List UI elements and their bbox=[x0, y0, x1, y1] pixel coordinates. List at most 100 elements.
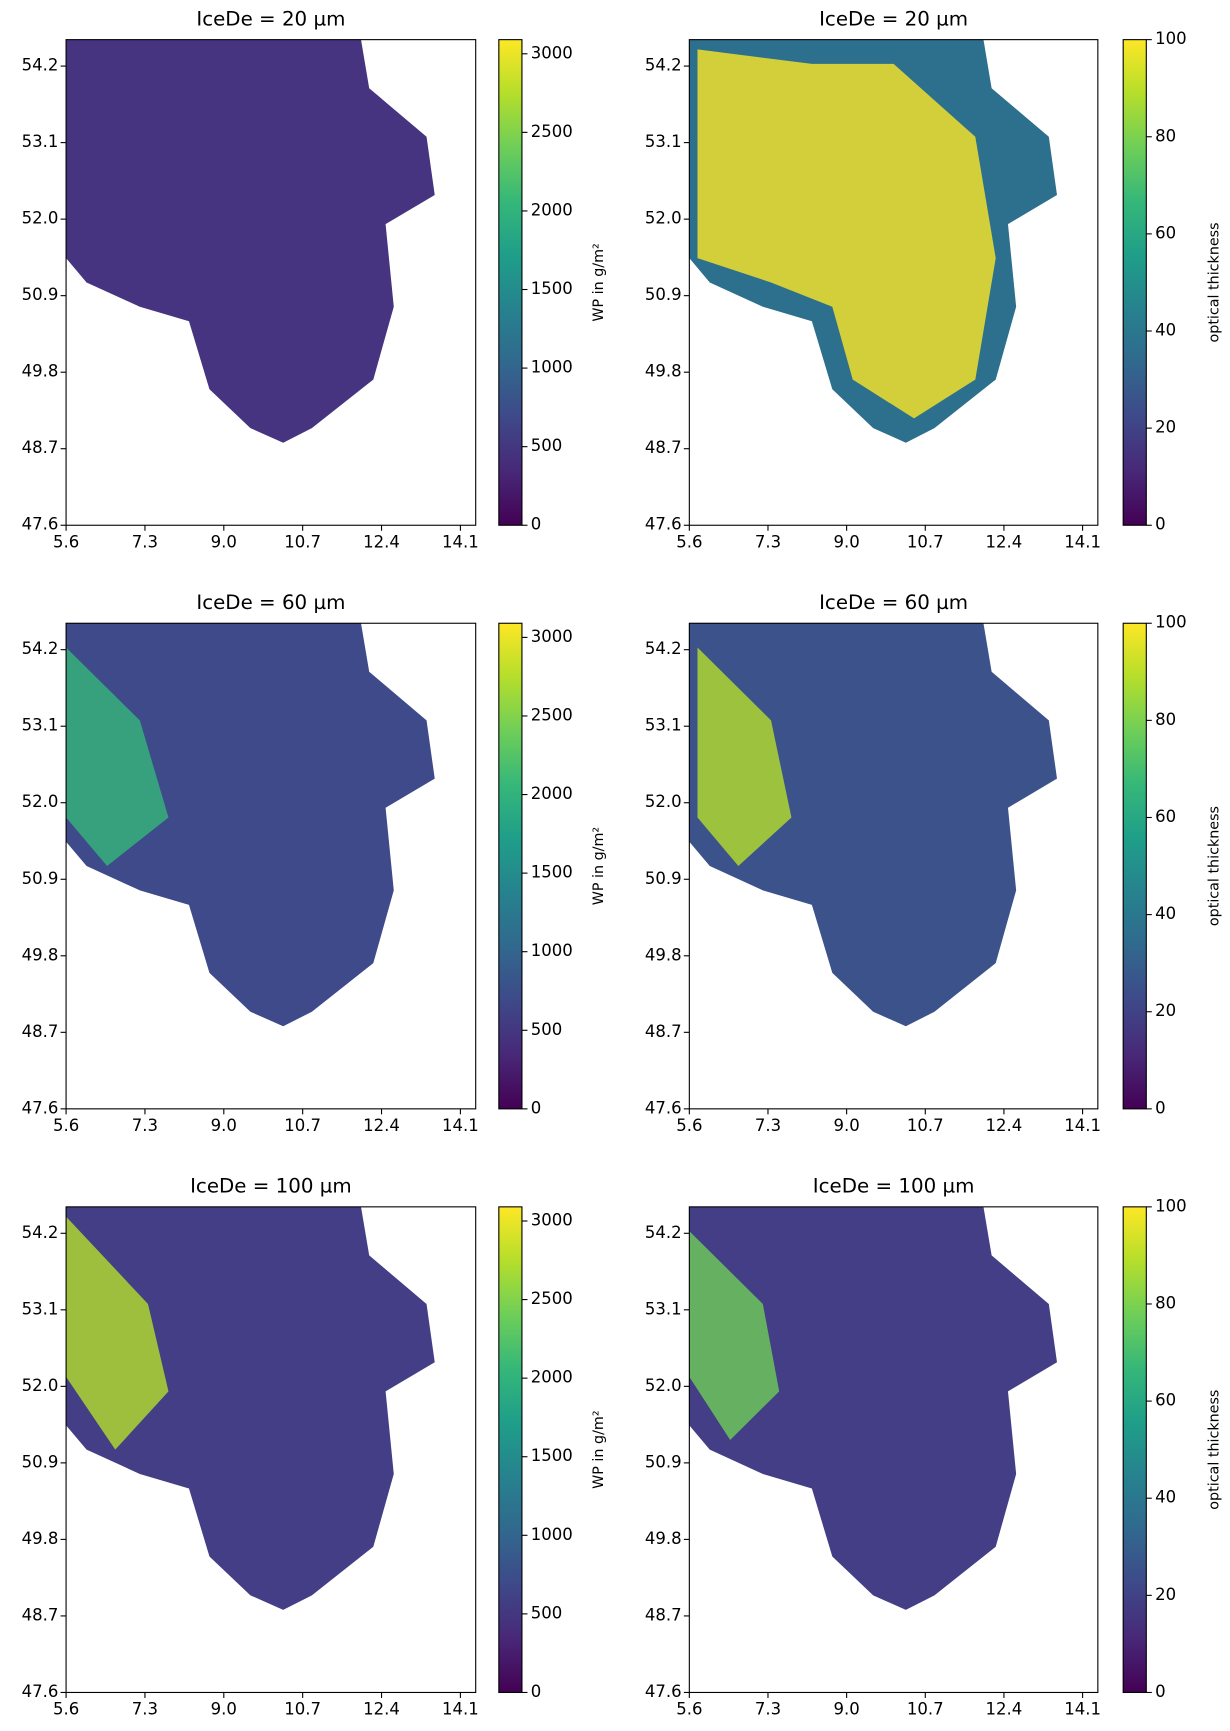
cloud-core bbox=[689, 1231, 780, 1440]
x-tick-label: 5.6 bbox=[53, 1116, 79, 1135]
colorbar-tick-label: 2000 bbox=[531, 1368, 573, 1387]
x-tick-label: 14.1 bbox=[1064, 532, 1101, 551]
y-tick-label: 48.7 bbox=[22, 1022, 59, 1041]
cloud-field bbox=[66, 39, 435, 443]
colorbar-tick-label: 2000 bbox=[531, 784, 573, 803]
y-tick-label: 50.9 bbox=[22, 869, 59, 888]
plot-frame bbox=[65, 622, 477, 1110]
colorbar bbox=[498, 39, 523, 526]
cloud-field bbox=[689, 623, 1057, 1027]
colorbar-tick-label: 40 bbox=[1155, 321, 1176, 340]
y-tick-label: 50.9 bbox=[22, 285, 59, 304]
colorbar-tick-label: 1500 bbox=[531, 279, 573, 298]
y-tick-label: 49.8 bbox=[22, 945, 59, 964]
colorbar-tick-label: 0 bbox=[531, 1682, 542, 1701]
cloud-field bbox=[66, 1206, 435, 1610]
colorbar-tick-label: 3000 bbox=[531, 1210, 573, 1229]
x-tick-label: 10.7 bbox=[284, 1116, 321, 1135]
y-tick-label: 48.7 bbox=[22, 438, 59, 457]
y-tick-label: 48.7 bbox=[645, 438, 682, 457]
cloud-field bbox=[689, 1206, 1057, 1610]
y-tick-label: 48.7 bbox=[645, 1022, 682, 1041]
plot-frame bbox=[688, 1206, 1099, 1694]
x-tick-label: 10.7 bbox=[284, 532, 321, 551]
colorbar-label: optical thickness bbox=[1207, 222, 1223, 342]
colorbar bbox=[1122, 1206, 1147, 1694]
colorbar bbox=[1122, 622, 1147, 1110]
y-tick-label: 53.1 bbox=[645, 1299, 682, 1318]
colorbar-tick-label: 80 bbox=[1155, 710, 1176, 729]
y-tick-label: 49.8 bbox=[645, 1529, 682, 1548]
colorbar-tick-label: 40 bbox=[1155, 904, 1176, 923]
x-tick-label: 10.7 bbox=[907, 1700, 944, 1719]
x-tick-label: 10.7 bbox=[284, 1700, 321, 1719]
x-tick-label: 5.6 bbox=[676, 1700, 702, 1719]
x-tick-label: 7.3 bbox=[755, 1116, 781, 1135]
colorbar-tick-label: 500 bbox=[531, 1020, 563, 1039]
plot-frame bbox=[688, 39, 1099, 526]
y-tick-label: 49.8 bbox=[22, 1529, 59, 1548]
y-tick-label: 52.0 bbox=[22, 209, 59, 228]
x-tick-label: 14.1 bbox=[442, 1700, 479, 1719]
colorbar-label: optical thickness bbox=[1207, 1390, 1223, 1510]
x-tick-label: 14.1 bbox=[442, 532, 479, 551]
colorbar-tick-label: 2000 bbox=[531, 200, 573, 219]
colorbar-tick-label: 2500 bbox=[531, 705, 573, 724]
colorbar-tick-label: 1000 bbox=[531, 941, 573, 960]
y-tick-label: 53.1 bbox=[22, 132, 59, 151]
y-tick-label: 47.6 bbox=[22, 515, 59, 534]
colorbar-tick-label: 1000 bbox=[531, 1525, 573, 1544]
x-tick-label: 9.0 bbox=[834, 1700, 860, 1719]
colorbar-tick-label: 1500 bbox=[531, 863, 573, 882]
x-tick-label: 12.4 bbox=[363, 1116, 400, 1135]
colorbar-tick-label: 500 bbox=[531, 1603, 563, 1622]
y-tick-label: 52.0 bbox=[22, 792, 59, 811]
panel-title: IceDe = 60 µm bbox=[819, 591, 968, 614]
x-tick-label: 12.4 bbox=[363, 532, 400, 551]
y-tick-label: 47.6 bbox=[22, 1682, 59, 1701]
y-tick-label: 49.8 bbox=[645, 945, 682, 964]
y-tick-label: 48.7 bbox=[22, 1605, 59, 1624]
x-tick-label: 9.0 bbox=[211, 1700, 237, 1719]
x-tick-label: 5.6 bbox=[53, 1700, 79, 1719]
x-tick-label: 12.4 bbox=[363, 1700, 400, 1719]
colorbar-tick-label: 100 bbox=[1155, 1196, 1187, 1215]
x-tick-label: 12.4 bbox=[986, 1700, 1023, 1719]
colorbar-tick-label: 0 bbox=[1155, 1098, 1166, 1117]
y-tick-label: 50.9 bbox=[645, 869, 682, 888]
x-tick-label: 14.1 bbox=[1064, 1116, 1101, 1135]
plot-frame bbox=[688, 622, 1099, 1110]
x-tick-label: 10.7 bbox=[907, 532, 944, 551]
panel: IceDe = 100 µm 5.6 7.3 9.0 10.7 12.4 14.1 47.6 4… bbox=[645, 1175, 1223, 1719]
colorbar-tick-label: 2500 bbox=[531, 1289, 573, 1308]
y-tick-label: 52.0 bbox=[645, 209, 682, 228]
y-tick-label: 53.1 bbox=[22, 716, 59, 735]
colorbar-tick-label: 0 bbox=[531, 515, 542, 534]
x-tick-label: 9.0 bbox=[834, 532, 860, 551]
x-tick-label: 5.6 bbox=[676, 1116, 702, 1135]
colorbar-tick-label: 100 bbox=[1155, 29, 1187, 48]
y-tick-label: 52.0 bbox=[22, 1376, 59, 1395]
colorbar-tick-label: 0 bbox=[531, 1098, 542, 1117]
y-tick-label: 54.2 bbox=[645, 639, 682, 658]
plot-frame bbox=[65, 39, 477, 526]
colorbar-tick-label: 3000 bbox=[531, 43, 573, 62]
cloud-field bbox=[66, 623, 435, 1027]
x-tick-label: 7.3 bbox=[755, 532, 781, 551]
x-tick-label: 14.1 bbox=[1064, 1700, 1101, 1719]
x-tick-label: 10.7 bbox=[907, 1116, 944, 1135]
y-tick-label: 54.2 bbox=[645, 56, 682, 75]
y-tick-label: 52.0 bbox=[645, 792, 682, 811]
panel-title: IceDe = 100 µm bbox=[190, 1175, 352, 1198]
colorbar-tick-label: 1000 bbox=[531, 358, 573, 377]
x-tick-label: 9.0 bbox=[211, 532, 237, 551]
y-tick-label: 54.2 bbox=[22, 1223, 59, 1242]
x-tick-label: 7.3 bbox=[132, 1700, 158, 1719]
x-tick-label: 5.6 bbox=[676, 532, 702, 551]
panel-title: IceDe = 20 µm bbox=[819, 7, 968, 30]
panel: IceDe = 100 µm 5.6 7.3 9.0 10.7 12.4 14.1 47.6 4… bbox=[22, 1175, 607, 1719]
colorbar-label: WP in g/m² bbox=[591, 243, 607, 321]
colorbar-tick-label: 60 bbox=[1155, 223, 1176, 242]
colorbar-tick-label: 20 bbox=[1155, 1001, 1176, 1020]
